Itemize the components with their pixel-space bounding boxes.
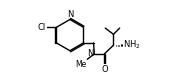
Text: N: N: [88, 49, 94, 58]
Text: Cl: Cl: [37, 23, 45, 32]
Text: Me: Me: [76, 60, 87, 69]
Text: NH$_2$: NH$_2$: [123, 39, 140, 51]
Text: O: O: [101, 65, 108, 74]
Text: N: N: [67, 10, 73, 19]
